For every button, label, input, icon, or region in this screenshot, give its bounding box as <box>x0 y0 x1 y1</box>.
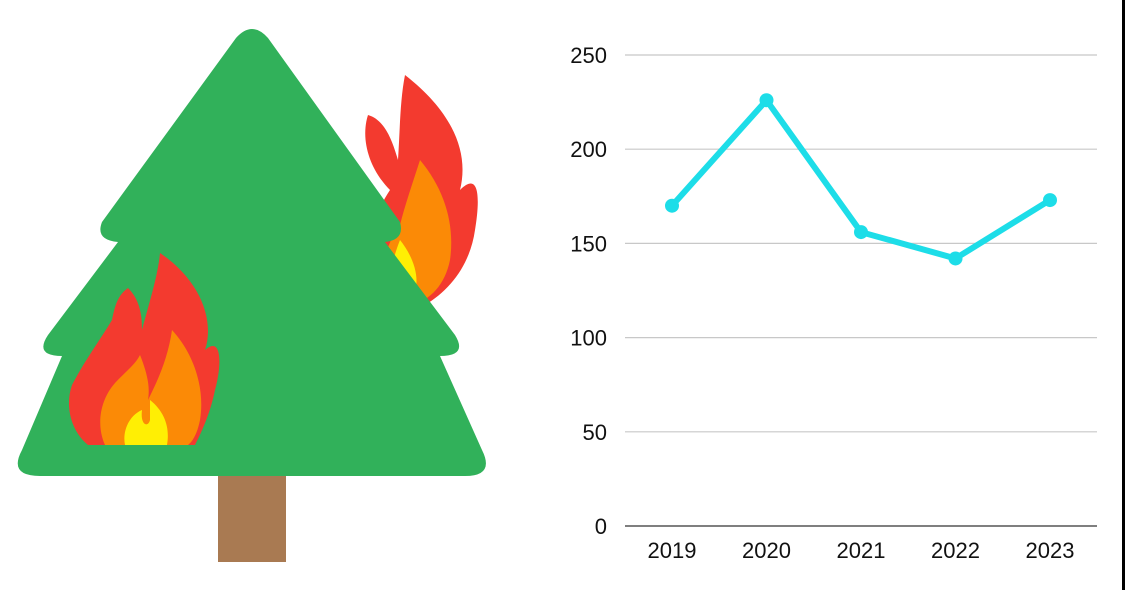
data-point <box>1043 193 1057 208</box>
y-tick-label: 250 <box>570 43 607 68</box>
front-flame-inner <box>124 400 168 445</box>
x-tick-label: 2020 <box>742 538 791 563</box>
y-tick-label: 150 <box>570 231 607 256</box>
tree-trunk <box>218 470 286 562</box>
y-tick-label: 100 <box>570 326 607 351</box>
data-point <box>759 93 774 108</box>
data-point <box>948 251 963 266</box>
y-tick-label: 0 <box>595 514 607 539</box>
burning-tree-icon <box>17 29 486 562</box>
data-point <box>854 225 868 240</box>
x-tick-label: 2023 <box>1026 538 1075 563</box>
tick-labels: 0 50 100 150 200 250 2019 2020 2021 2022 2023 <box>570 43 1074 563</box>
front-flame-middle <box>100 330 202 445</box>
grid-lines <box>625 54 1097 433</box>
y-tick-label: 50 <box>583 420 607 445</box>
front-flame-icon <box>68 253 220 445</box>
x-tick-label: 2019 <box>648 538 697 563</box>
data-point <box>665 198 679 213</box>
series-layer <box>665 93 1057 266</box>
x-tick-label: 2021 <box>837 538 886 563</box>
y-tick-label: 200 <box>570 137 607 162</box>
frame-edge <box>1122 0 1125 590</box>
x-tick-label: 2022 <box>931 538 980 563</box>
